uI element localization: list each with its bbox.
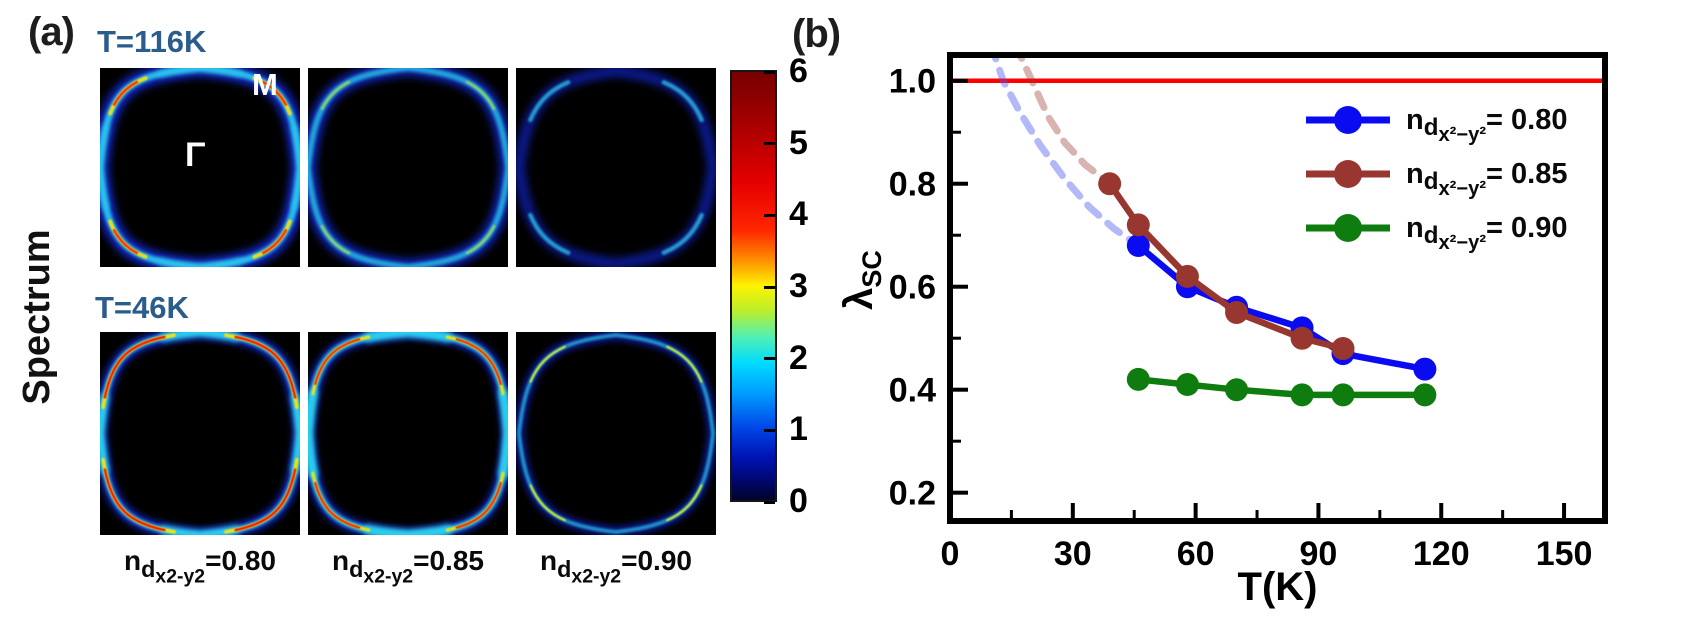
legend-item-080: ndx²−y²= 0.80 [1302, 100, 1568, 147]
colorbar-tick [764, 142, 775, 146]
lambda-sc-plot: 0 30 60 90 120 150 0.2 0.4 0.6 0.8 1.0 T(K) λSC [837, 52, 1608, 609]
filling-subsub: x2-y2 [571, 565, 622, 588]
fermi-arc [308, 332, 508, 535]
legend-label: ndx²−y²= 0.90 [1406, 211, 1568, 255]
series-group [990, 55, 1437, 407]
temperature-title-row1: T=116K [97, 24, 207, 59]
legend-marker-icon [1306, 214, 1390, 242]
spectrum-panel [308, 68, 508, 267]
y-tick-label: 0.2 [889, 475, 936, 513]
data-point [1290, 326, 1314, 350]
spectrum-panel [516, 68, 716, 267]
filling-base: n [332, 545, 350, 576]
fermi-arc [517, 333, 715, 534]
colorbar-tick-label: 3 [789, 267, 808, 305]
data-point [1413, 383, 1437, 407]
data-point [1290, 383, 1314, 407]
colorbar-tick [764, 357, 775, 361]
y-tick-label: 1.0 [889, 63, 936, 101]
dashed-extrapolation [1016, 55, 1114, 188]
spectrum-panel [308, 332, 508, 535]
data-point [1331, 337, 1355, 361]
filling-value: =0.85 [413, 545, 484, 576]
filling-subsub: x2-y2 [363, 565, 414, 588]
legend-marker-icon [1306, 160, 1390, 188]
spectrum-panel [100, 332, 300, 535]
x-axis-label: T(K) [1238, 565, 1318, 609]
fermi-arc [516, 68, 716, 267]
filling-sub: d [141, 555, 156, 582]
colorbar-tick-label: 5 [789, 123, 808, 162]
fermi-arc [100, 332, 300, 535]
colorbar-tick [764, 213, 775, 217]
filling-label-090: ndx2-y2=0.90 [516, 545, 716, 586]
filling-base: n [124, 545, 142, 576]
m-point-label: M [252, 67, 278, 102]
legend-label: ndx²−y²= 0.80 [1406, 103, 1568, 147]
x-tick-label: 0 [941, 535, 960, 573]
colorbar-tick-label: 2 [789, 338, 808, 377]
dashed-extrapolation [990, 55, 1142, 250]
data-point [1126, 234, 1150, 258]
filling-subsub: x2-y2 [155, 565, 206, 588]
x-tick-label: 150 [1536, 535, 1593, 573]
x-tick-label: 120 [1413, 535, 1470, 573]
x-tick-label: 30 [1054, 535, 1092, 573]
fermi-arc [100, 68, 300, 267]
colorbar-tick-label: 0 [789, 482, 808, 520]
temperature-title-row2: T=46K [95, 290, 189, 325]
data-point [1331, 383, 1355, 407]
data-point [1225, 378, 1249, 402]
colorbar-tick [764, 70, 775, 74]
spectrum-panel [516, 332, 716, 535]
colorbar-tick [764, 285, 775, 289]
spectrum-panel [100, 68, 300, 267]
y-tick-label: 0.8 [889, 166, 936, 204]
series-line [1135, 242, 1429, 373]
data-point [1126, 367, 1150, 391]
panel-a-label: (a) [28, 10, 75, 54]
legend-label: ndx²−y²= 0.85 [1406, 157, 1568, 201]
legend-item-085: ndx²−y²= 0.85 [1302, 154, 1568, 201]
colorbar-tick-label: 6 [789, 52, 808, 90]
panel-b-label: (b) [792, 12, 841, 56]
filling-label-085: ndx2-y2=0.85 [308, 545, 508, 586]
legend-marker-icon [1306, 106, 1390, 134]
data-point [1225, 300, 1249, 324]
filling-sub: d [349, 555, 364, 582]
filling-sub: d [557, 555, 572, 582]
gamma-point-label: Γ [185, 136, 206, 174]
data-point [1098, 172, 1122, 196]
colorbar-tick-label: 4 [789, 195, 808, 234]
data-point [1413, 357, 1437, 381]
x-tick-label: 60 [1177, 535, 1215, 573]
fermi-arc [308, 68, 508, 267]
colorbar-tick-label: 1 [789, 410, 808, 449]
axis-frame [947, 52, 1608, 524]
filling-value: =0.80 [205, 545, 276, 576]
data-point [1175, 373, 1199, 397]
colorbar-tick [764, 428, 775, 432]
filling-value: =0.90 [621, 545, 692, 576]
y-tick-label: 0.4 [889, 372, 936, 410]
colorbar-tick [764, 500, 775, 504]
data-point [1126, 213, 1150, 237]
axis-ticks [948, 78, 1567, 518]
filling-base: n [540, 545, 558, 576]
y-tick-label: 0.6 [889, 269, 936, 307]
spectrum-side-label: Spectrum [16, 229, 58, 405]
filling-label-080: ndx2-y2=0.80 [100, 545, 300, 586]
y-axis-label: λSC [837, 250, 887, 310]
legend-item-090: ndx²−y²= 0.90 [1302, 208, 1568, 255]
x-tick-label: 90 [1300, 535, 1338, 573]
data-point [1175, 264, 1199, 288]
